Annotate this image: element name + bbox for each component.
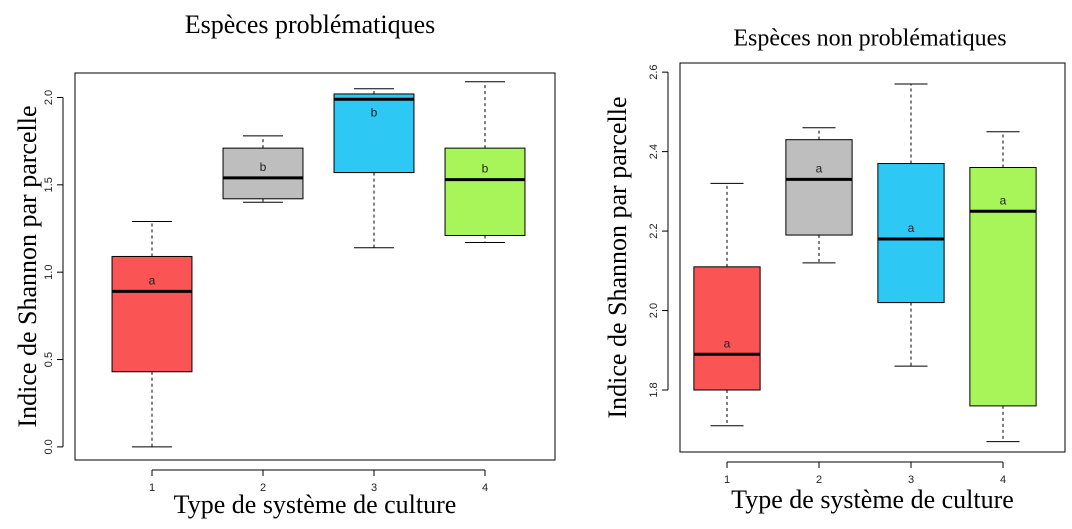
x-tick-label: 4	[1000, 474, 1006, 486]
x-tick-label: 4	[482, 482, 488, 494]
box	[693, 266, 761, 391]
x-axis-label: Type de système de culture	[731, 485, 1014, 514]
chart-title: Espèces problématiques	[185, 10, 436, 39]
x-tick-label: 3	[371, 482, 377, 494]
y-tick-label: 0.0	[43, 439, 55, 454]
group-letter: b	[371, 105, 378, 119]
y-axis-label: Indice de Shannon par parcelle	[13, 106, 42, 428]
box	[877, 163, 945, 304]
group-letter: a	[1000, 193, 1007, 207]
box	[785, 139, 853, 236]
box	[333, 93, 415, 174]
x-tick-label: 3	[908, 474, 914, 486]
x-tick-label: 2	[816, 474, 822, 486]
y-tick-label: 2.6	[648, 64, 660, 79]
plot-frame	[74, 72, 556, 461]
y-tick-label: 0.5	[43, 352, 55, 367]
y-tick-label: 1.5	[43, 177, 55, 192]
y-tick-label: 2.0	[43, 90, 55, 105]
x-tick-label: 1	[149, 482, 155, 494]
y-tick-label: 2.4	[648, 144, 660, 159]
x-tick-label: 2	[260, 482, 266, 494]
group-letter: a	[149, 274, 156, 288]
box	[111, 255, 193, 373]
x-axis-label: Type de système de culture	[174, 490, 457, 519]
box	[969, 167, 1037, 407]
group-letter: a	[908, 221, 915, 235]
plot-frame	[679, 62, 1066, 453]
y-tick-label: 1.8	[648, 382, 660, 397]
y-tick-label: 2.2	[648, 223, 660, 238]
x-tick-label: 1	[724, 474, 730, 486]
y-axis-label: Indice de Shannon par parcelle	[603, 97, 632, 419]
y-tick-label: 1.0	[43, 265, 55, 280]
y-tick-label: 2.0	[648, 303, 660, 318]
group-letter: a	[724, 336, 731, 350]
group-letter: b	[260, 160, 267, 174]
group-letter: b	[482, 162, 489, 176]
group-letter: a	[816, 162, 823, 176]
box	[222, 147, 304, 200]
box	[444, 147, 526, 236]
chart-title: Espèces non problématiques	[733, 26, 1006, 52]
